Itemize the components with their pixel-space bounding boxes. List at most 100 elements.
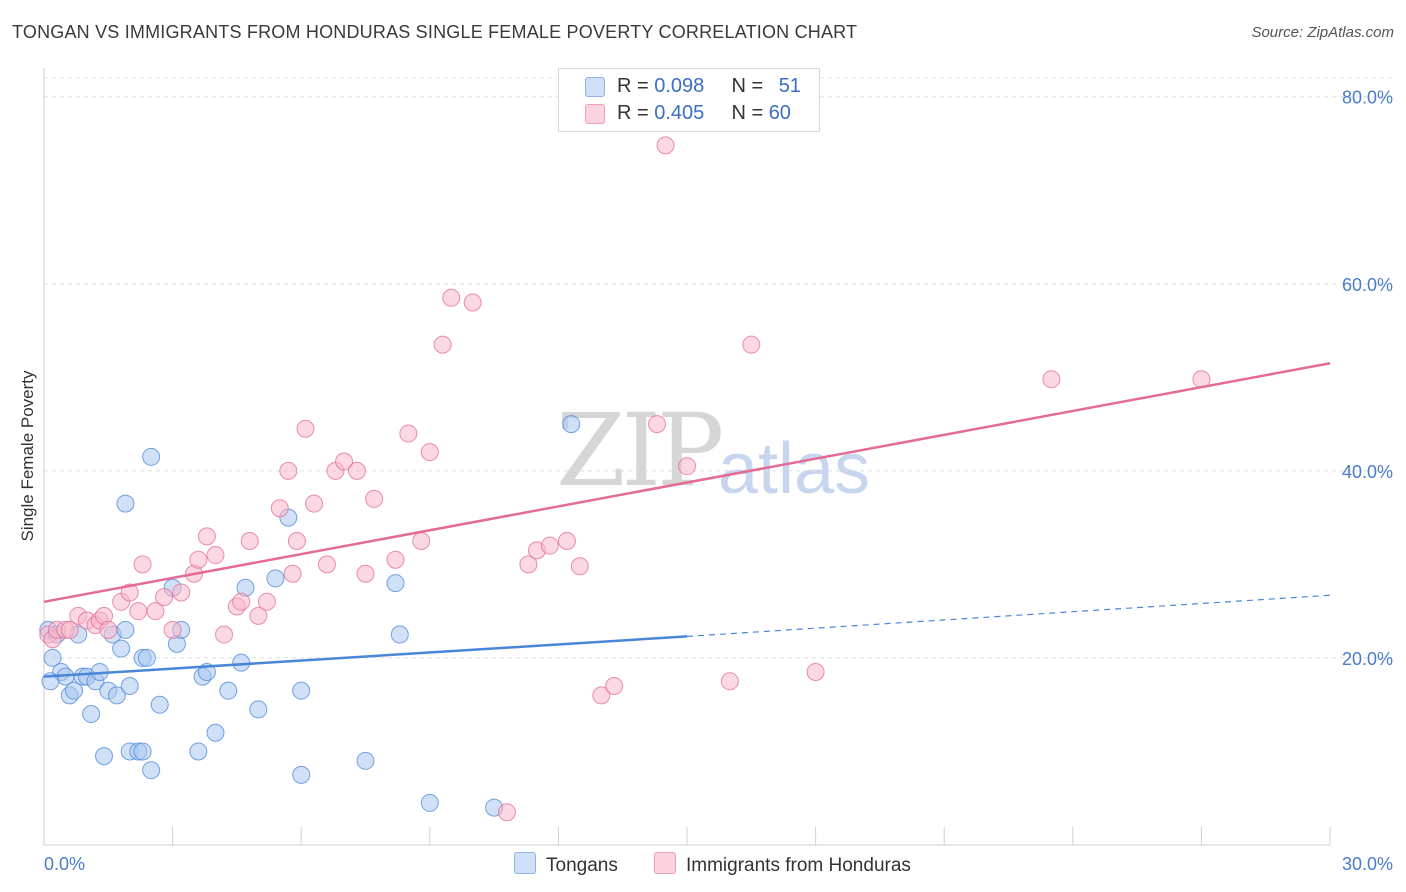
honduras-point: [133, 555, 152, 574]
honduras-point: [335, 452, 354, 471]
tongan-trend-line: [43, 635, 688, 678]
trend-lines: [43, 362, 1331, 678]
honduras-point: [240, 532, 259, 551]
honduras-point: [287, 532, 306, 551]
legend-n-value: 51: [778, 75, 801, 97]
honduras-point: [386, 550, 405, 569]
honduras-point: [189, 550, 208, 569]
honduras-point: [365, 489, 384, 508]
honduras-point: [1042, 370, 1061, 389]
honduras-point: [317, 555, 336, 574]
honduras-point: [163, 620, 182, 639]
bottom-legend-swatch-tongans: [514, 852, 536, 874]
legend-n-value: 60: [768, 102, 791, 124]
honduras-point: [296, 419, 315, 438]
tongan-point: [206, 723, 225, 742]
tongan-point: [82, 705, 101, 724]
bottom-legend-label-honduras: Immigrants from Honduras: [686, 855, 911, 876]
honduras-point: [647, 415, 666, 434]
tongan-point: [120, 676, 139, 695]
honduras-point: [678, 457, 696, 476]
x-tick-label: 0.0%: [44, 854, 85, 874]
tongan-point: [390, 625, 409, 644]
honduras-point: [592, 686, 611, 705]
honduras-point: [249, 606, 268, 625]
legend-swatch-honduras: [585, 104, 605, 124]
honduras-point: [570, 557, 589, 576]
honduras-point: [463, 293, 482, 312]
honduras-point: [412, 532, 431, 551]
tongan-point: [266, 569, 285, 588]
tongan-point: [142, 761, 161, 780]
honduras-point: [99, 620, 118, 639]
tongan-trend-extension: [686, 594, 1331, 638]
axes: [43, 68, 1331, 846]
points-layer: [39, 136, 1211, 822]
y-tick-label: 40.0%: [1342, 462, 1393, 482]
honduras-point: [279, 461, 298, 480]
y-tick-label: 80.0%: [1342, 88, 1393, 108]
tick-labels: 20.0% 40.0% 60.0% 80.0% 0.0% 30.0%: [44, 88, 1393, 874]
honduras-point: [197, 527, 216, 546]
tongan-point: [562, 415, 581, 434]
honduras-point: [356, 564, 375, 583]
tongan-point: [249, 700, 268, 719]
legend-r-label: R =: [617, 75, 655, 97]
tongan-point: [142, 447, 161, 466]
bottom-legend-honduras: Immigrants from Honduras: [654, 852, 911, 877]
tongan-point: [356, 751, 375, 770]
honduras-point: [60, 620, 79, 639]
watermark-atlas: atlas: [718, 429, 871, 509]
tongan-point: [133, 742, 152, 761]
honduras-point: [270, 499, 289, 518]
honduras-point: [172, 583, 191, 602]
tongan-point: [386, 574, 405, 593]
honduras-point: [232, 592, 251, 611]
honduras-point: [399, 424, 418, 443]
honduras-point: [806, 662, 825, 681]
honduras-point: [433, 335, 452, 354]
legend-r-label: R =: [617, 102, 655, 124]
honduras-point: [347, 461, 366, 480]
tongan-point: [420, 793, 439, 812]
honduras-point: [206, 546, 225, 565]
tongan-point: [107, 686, 126, 705]
honduras-point: [129, 602, 148, 621]
tongan-point: [150, 695, 169, 714]
chart-title: TONGAN VS IMMIGRANTS FROM HONDURAS SINGL…: [12, 22, 858, 42]
honduras-point: [120, 583, 139, 602]
honduras-point: [742, 335, 761, 354]
tongan-point: [43, 648, 62, 667]
legend-swatch-tongans: [585, 77, 605, 97]
legend-n-label: N =: [731, 75, 769, 97]
honduras-point: [305, 494, 324, 513]
legend-r-value: 0.098: [654, 75, 705, 97]
tongan-point: [116, 620, 135, 639]
tongan-point: [219, 681, 238, 700]
honduras-point: [540, 536, 559, 555]
honduras-point: [557, 532, 576, 551]
honduras-point: [497, 803, 516, 822]
tongan-point: [65, 681, 84, 700]
tongan-point: [95, 747, 114, 766]
y-tick-label: 20.0%: [1342, 649, 1393, 669]
honduras-point: [519, 555, 538, 574]
honduras-point: [257, 592, 276, 611]
bottom-legend-tongans: Tongans: [514, 852, 618, 877]
tongan-point: [112, 639, 131, 658]
watermark-zip: ZIP: [556, 392, 724, 509]
honduras-point: [215, 625, 234, 644]
tongan-point: [137, 648, 156, 667]
honduras-point: [155, 588, 174, 607]
tongan-point: [292, 681, 311, 700]
tongan-point: [232, 653, 251, 672]
honduras-point: [420, 443, 439, 462]
y-tick-label: 60.0%: [1342, 275, 1393, 295]
bottom-legend-swatch-honduras: [654, 852, 676, 874]
honduras-point: [656, 136, 675, 155]
honduras-trend-line: [43, 362, 1331, 604]
gridlines: [44, 77, 1392, 659]
source-label: Source: ZipAtlas.com: [1251, 24, 1394, 41]
bottom-legend-label-tongans: Tongans: [546, 855, 618, 876]
